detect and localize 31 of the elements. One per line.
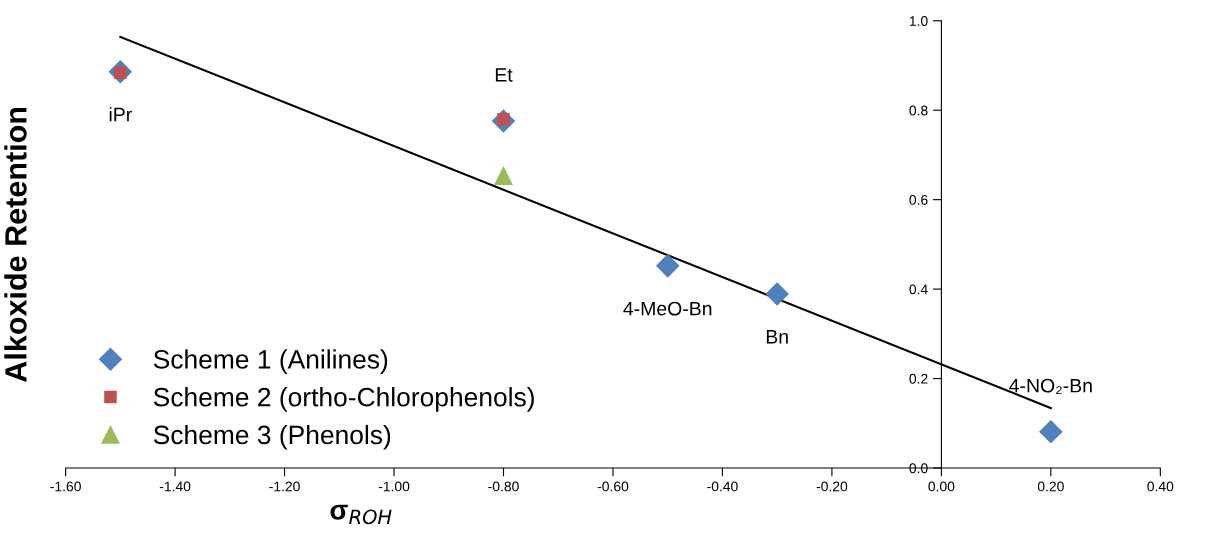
x-tick-label: 0.20 xyxy=(1037,481,1064,492)
y-tick-label: 0.6 xyxy=(909,195,928,205)
y-tick-label: 0.2 xyxy=(909,373,928,384)
point xyxy=(494,166,513,185)
y-tick-label: 0.8 xyxy=(909,105,928,116)
x-tick-label: -0.20 xyxy=(816,481,848,492)
point xyxy=(656,254,680,278)
legend-label: Scheme 1 (Anilines) xyxy=(153,349,388,374)
annotation: iPr xyxy=(109,107,132,122)
y-tick-label: 0.4 xyxy=(909,284,928,295)
x-tick-label: -0.40 xyxy=(707,481,738,492)
x-axis-title: σ$_{ROH}$ xyxy=(330,504,392,525)
y-tick-label: 1.0 xyxy=(909,16,928,26)
y-axis-title: Alkoxide Retention xyxy=(4,107,27,382)
annotation: Et xyxy=(495,68,513,82)
annotation: 4-NO₂-Bn xyxy=(1009,378,1092,394)
x-tick-label: -0.80 xyxy=(488,481,519,492)
x-tick-label: -1.60 xyxy=(50,481,81,492)
annotation: Bn xyxy=(766,330,788,344)
x-tick-label: -1.20 xyxy=(269,481,300,492)
x-tick-label: -1.00 xyxy=(378,481,410,492)
x-tick-label: 0.40 xyxy=(1147,481,1174,492)
point xyxy=(765,282,789,306)
x-tick-label: 0.00 xyxy=(928,481,955,492)
y-tick-label: 0.0 xyxy=(909,463,928,474)
x-tick-label: -0.60 xyxy=(597,481,629,492)
point xyxy=(1039,420,1063,444)
legend-label: Scheme 2 (ortho-Chlorophenols) xyxy=(153,387,534,412)
x-tick-label: -1.40 xyxy=(159,481,191,492)
legend-label: Scheme 3 (Phenols) xyxy=(153,424,391,450)
annotation: 4-MeO-Bn xyxy=(623,301,712,316)
